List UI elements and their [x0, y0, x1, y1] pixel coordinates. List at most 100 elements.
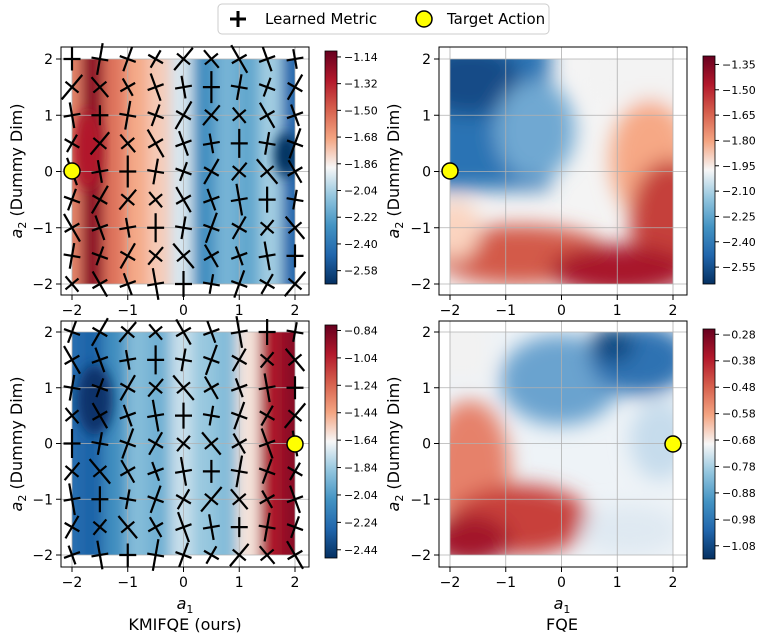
metric-marker [175, 161, 192, 182]
metric-marker [176, 435, 191, 452]
metric-marker [147, 378, 164, 398]
metric-marker [63, 461, 81, 481]
metric-marker [91, 43, 109, 75]
metric-marker [63, 242, 81, 269]
x-tick-label: 1 [613, 303, 622, 319]
metric-marker [230, 401, 248, 430]
y-tick-label: 0 [422, 437, 431, 453]
colorbar-tick-label: −1.14 [344, 51, 378, 64]
metric-marker [258, 428, 276, 459]
metric-marker [175, 271, 192, 297]
metric-marker [91, 347, 109, 373]
x-tick-label: −1 [117, 575, 138, 591]
metric-marker [259, 351, 275, 369]
metric-marker [259, 273, 276, 295]
metric-marker [231, 215, 248, 240]
metric-marker [230, 269, 248, 299]
colorbar-tick-label: −2.04 [344, 489, 378, 502]
panel-bottom-left: −2 −1 0 1 2 −2 −1 0 1 2 a2 (Dummy Dim) a1 KMIFQE … [7, 316, 378, 634]
y-tick-label: 0 [422, 165, 431, 181]
x-tick-label: 1 [613, 575, 622, 591]
metric-marker [147, 539, 165, 571]
colorbar-tick-label: −0.98 [722, 513, 756, 526]
metric-marker [147, 246, 164, 266]
colorbar-tick-label: −1.95 [722, 160, 756, 173]
metric-marker [284, 215, 306, 240]
metric-marker [283, 271, 307, 297]
metric-marker [63, 429, 81, 458]
metric-marker [91, 270, 109, 298]
metric-marker [259, 405, 276, 427]
colorbar-tick-label: −1.35 [722, 58, 756, 71]
metric-marker [203, 244, 220, 268]
colorbar-tick-label: −1.50 [344, 104, 378, 117]
metric-marker [91, 159, 109, 184]
colorbar-tick-label: −1.80 [722, 134, 756, 147]
metric-marker [63, 188, 81, 211]
x-tick-label: −2 [62, 575, 83, 591]
metric-marker [90, 317, 109, 347]
y-tick-label: 1 [422, 108, 431, 124]
metric-marker [258, 102, 276, 129]
metric-marker [63, 374, 81, 401]
metric-marker [286, 127, 304, 159]
metric-marker [63, 102, 81, 129]
colorbar [324, 324, 338, 559]
panel-bottom-right: −2 −1 0 1 2 −2 −1 0 1 2 a2 (Dummy Dim) a1 FQE −0.… [384, 320, 756, 634]
metric-marker [147, 431, 164, 456]
metric-marker [174, 348, 193, 372]
metric-marker [230, 128, 248, 158]
metric-marker [258, 319, 276, 345]
legend-label-target-action: Target Action [446, 10, 545, 28]
metric-marker [118, 188, 137, 211]
metric-marker [202, 133, 220, 154]
colorbar [702, 328, 716, 560]
metric-marker [172, 242, 195, 269]
metric-marker [119, 133, 136, 153]
colorbar-tick-label: −0.28 [722, 328, 756, 341]
colorbar-tick-label: −0.68 [722, 434, 756, 447]
x-tick-label: −1 [495, 303, 516, 319]
metric-marker [119, 242, 136, 269]
colorbar-tick-label: −2.22 [344, 211, 378, 224]
colorbar-tick-label: −1.32 [344, 78, 378, 91]
metric-marker [258, 512, 276, 542]
metric-marker [255, 158, 279, 185]
metric-marker [147, 345, 165, 375]
metric-marker [258, 77, 276, 97]
metric-marker [258, 458, 276, 484]
axis-ticks: −2 −1 0 1 2 −2 −1 0 1 2 [32, 325, 299, 591]
y-tick-label: −2 [32, 277, 53, 293]
colorbar-tick-label: −0.78 [722, 460, 756, 473]
metric-marker [258, 545, 276, 565]
x-tick-label: 2 [669, 575, 678, 591]
colorbar-tick-label: −1.68 [344, 131, 378, 144]
metric-marker [91, 105, 109, 126]
y-axis-label: a2 (Dummy Dim) [384, 377, 406, 512]
metric-marker [230, 246, 248, 266]
colorbar-tick-label: −1.64 [344, 434, 378, 447]
metric-marker [286, 515, 304, 539]
metric-marker [119, 46, 137, 72]
x-axis-label: a1 [177, 594, 194, 616]
metric-marker [91, 215, 109, 241]
x-tick-label: −2 [440, 575, 461, 591]
metric-marker [203, 320, 220, 344]
x-tick-label: 0 [179, 575, 188, 591]
metric-marker [175, 511, 192, 543]
metric-marker [117, 515, 138, 539]
colorbar-tick-label: −0.88 [722, 487, 756, 500]
x-tick-label: 2 [291, 575, 300, 591]
panel-title: FQE [546, 615, 578, 634]
y-tick-label: 2 [422, 52, 431, 68]
colorbar-tick-label: −2.04 [344, 185, 378, 198]
metric-marker [286, 189, 304, 210]
colorbar-tick-label: −1.08 [722, 540, 756, 553]
metric-marker [175, 318, 192, 346]
metric-marker [258, 131, 276, 155]
colorbar-tick-label: −2.40 [344, 238, 378, 251]
metric-marker [60, 74, 84, 101]
metric-marker [119, 217, 137, 238]
y-tick-label: −1 [32, 221, 53, 237]
